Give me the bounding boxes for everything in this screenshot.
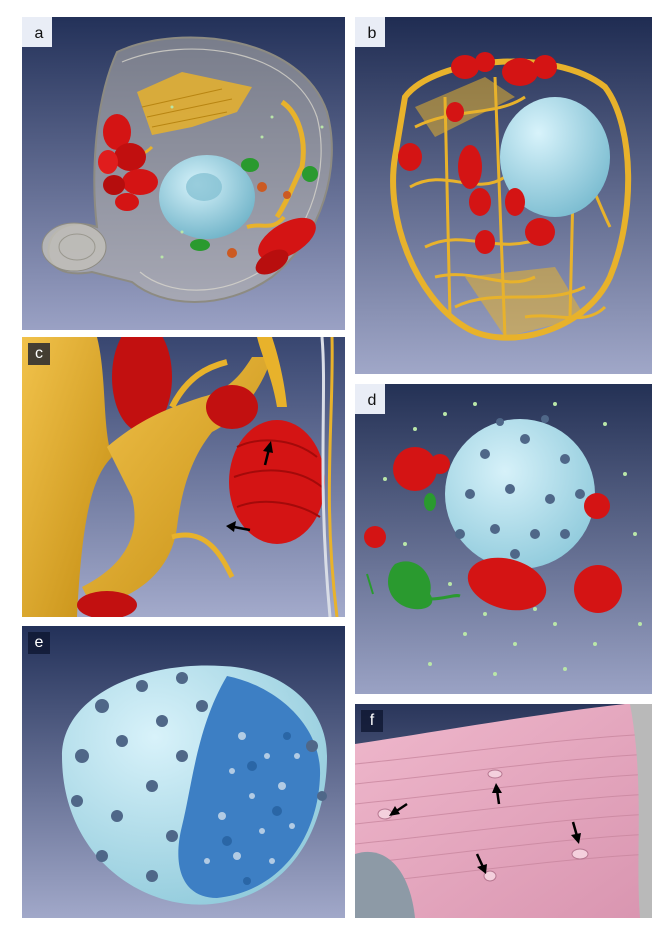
panel-f-render bbox=[355, 704, 652, 918]
panel-b-render bbox=[355, 17, 652, 374]
panel-a: a bbox=[22, 17, 345, 330]
surface-bumps bbox=[377, 769, 589, 882]
mitochondrion bbox=[112, 337, 172, 432]
green-organelle bbox=[366, 493, 461, 610]
arrow-icon bbox=[263, 441, 273, 466]
green-organelle bbox=[190, 239, 210, 251]
arrow-icon bbox=[389, 802, 408, 816]
membrane-surface bbox=[355, 704, 652, 918]
panel-label-d: d bbox=[361, 390, 383, 412]
membrane-edge bbox=[630, 704, 652, 918]
arrow-icon bbox=[492, 783, 502, 805]
panel-d-render bbox=[355, 384, 652, 694]
arrow-icon bbox=[226, 521, 251, 532]
bud bbox=[41, 222, 107, 272]
mitochondrion bbox=[258, 217, 316, 261]
mitochondria bbox=[398, 52, 557, 254]
panel-e: e bbox=[22, 626, 345, 918]
panel-label-a: a bbox=[28, 23, 50, 45]
panel-label-f: f bbox=[361, 710, 383, 732]
green-organelle bbox=[302, 166, 318, 182]
panel-label-c: c bbox=[28, 343, 50, 365]
panel-label-b: b bbox=[361, 23, 383, 45]
nuclear-pores bbox=[455, 415, 585, 559]
network-fragment bbox=[137, 72, 252, 135]
panel-c: c bbox=[22, 337, 345, 617]
panel-c-render bbox=[22, 337, 345, 617]
adjacent-structure bbox=[355, 851, 415, 918]
arrow-icon bbox=[571, 821, 581, 844]
panel-a-render bbox=[22, 17, 345, 330]
large-structure bbox=[22, 337, 112, 617]
panel-f: f bbox=[355, 704, 652, 918]
nucleus bbox=[500, 97, 610, 217]
arrow-icon bbox=[475, 853, 487, 874]
mitochondria-cluster bbox=[98, 114, 158, 211]
panel-b: b bbox=[355, 17, 652, 374]
mitochondrion bbox=[229, 420, 325, 544]
green-organelle bbox=[241, 158, 259, 172]
panel-label-e: e bbox=[28, 632, 50, 654]
nucleus-interior bbox=[178, 676, 321, 898]
panel-e-render bbox=[22, 626, 345, 918]
panel-d: d bbox=[355, 384, 652, 694]
mitochondria bbox=[364, 447, 622, 613]
nuclear-pores bbox=[71, 672, 327, 882]
